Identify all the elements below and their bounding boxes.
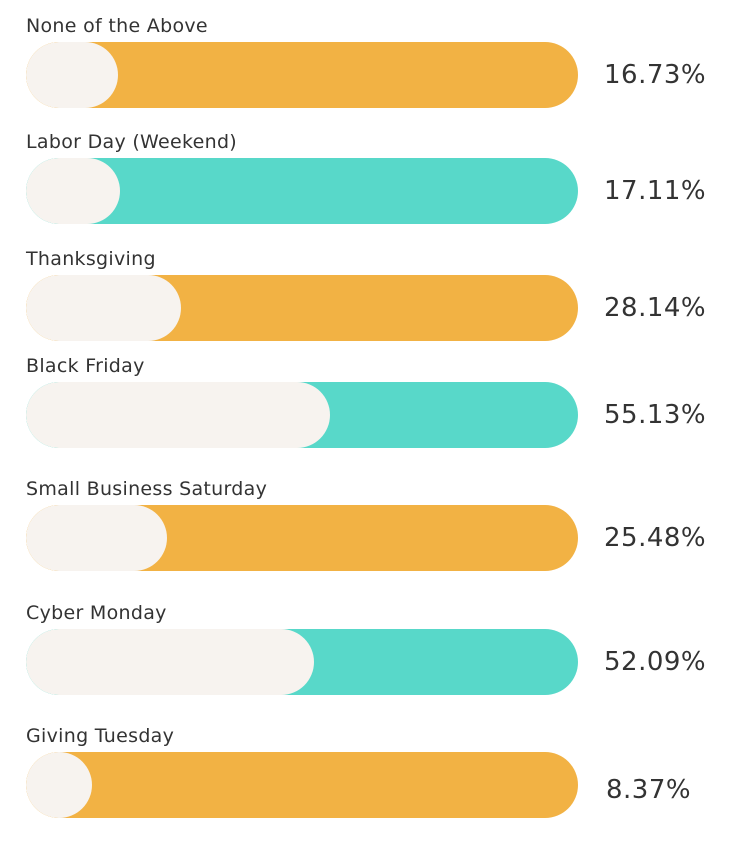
bar-track [26, 382, 578, 448]
data-label: 17.11% [604, 176, 707, 206]
data-label: 52.09% [604, 647, 707, 677]
category-label: Cyber Monday [26, 602, 167, 624]
bar-fill [26, 752, 93, 818]
category-label: Labor Day (Weekend) [26, 131, 238, 153]
bar-fill [26, 275, 182, 341]
category-label: Small Business Saturday [26, 478, 268, 500]
category-label: Thanksgiving [26, 248, 156, 270]
bar-track [26, 158, 578, 224]
data-label: 16.73% [604, 60, 707, 90]
category-label: None of the Above [26, 15, 208, 37]
category-label: Black Friday [26, 355, 145, 377]
bar-track [26, 629, 578, 695]
data-label: 55.13% [604, 400, 707, 430]
bar-track [26, 275, 578, 341]
bar-fill [26, 382, 331, 448]
bar-track [26, 752, 578, 818]
data-label: 25.48% [604, 523, 707, 553]
bar-track [26, 505, 578, 571]
bar-fill [26, 158, 121, 224]
data-label: 28.14% [604, 293, 707, 323]
data-label: 8.37% [606, 775, 692, 805]
bar-fill [26, 629, 314, 695]
category-label: Giving Tuesday [26, 725, 175, 747]
bar-track [26, 42, 578, 108]
bar-fill [26, 42, 119, 108]
bar-fill [26, 505, 167, 571]
